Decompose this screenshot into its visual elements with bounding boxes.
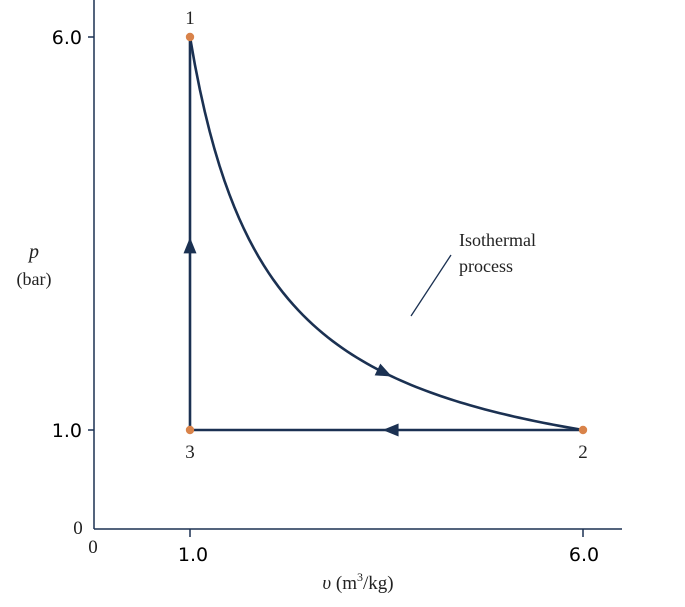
x-origin-label: 0: [88, 537, 98, 558]
x-tick-label-1: 1.0: [178, 544, 208, 566]
x-tick-label-6: 6.0: [569, 544, 599, 566]
y-origin-label: 0: [73, 518, 83, 539]
state-label-3: 3: [185, 442, 195, 463]
x-axis-label-sup: 3: [357, 570, 363, 584]
state-label-1: 1: [185, 8, 195, 29]
x-axis-label-unit: (m: [336, 573, 357, 594]
y-axis-label-unit: (bar): [17, 269, 52, 290]
annotation-line-1: Isothermal: [459, 230, 536, 250]
state-points: 1 2 3: [185, 8, 588, 463]
x-axis-label: υ (m3/kg): [322, 570, 393, 594]
state-label-2: 2: [578, 442, 588, 463]
arrow-head-constant-volume: [183, 237, 197, 254]
state-point-1: [185, 32, 195, 42]
arrow-head-constant-pressure: [382, 423, 399, 437]
arrow-head-isothermal: [374, 363, 392, 377]
annotation-line-2: process: [459, 256, 513, 276]
annotation-leader-line: [410, 254, 452, 317]
x-axis-label-symbol: υ: [322, 573, 331, 594]
y-tick-label-6: 6.0: [52, 27, 82, 49]
x-axis-label-tail: /kg): [363, 573, 394, 594]
state-point-2: [578, 425, 588, 435]
state-point-3: [185, 425, 195, 435]
y-tick-label-1: 1.0: [52, 420, 82, 442]
y-axis-label-symbol: p: [27, 241, 39, 263]
